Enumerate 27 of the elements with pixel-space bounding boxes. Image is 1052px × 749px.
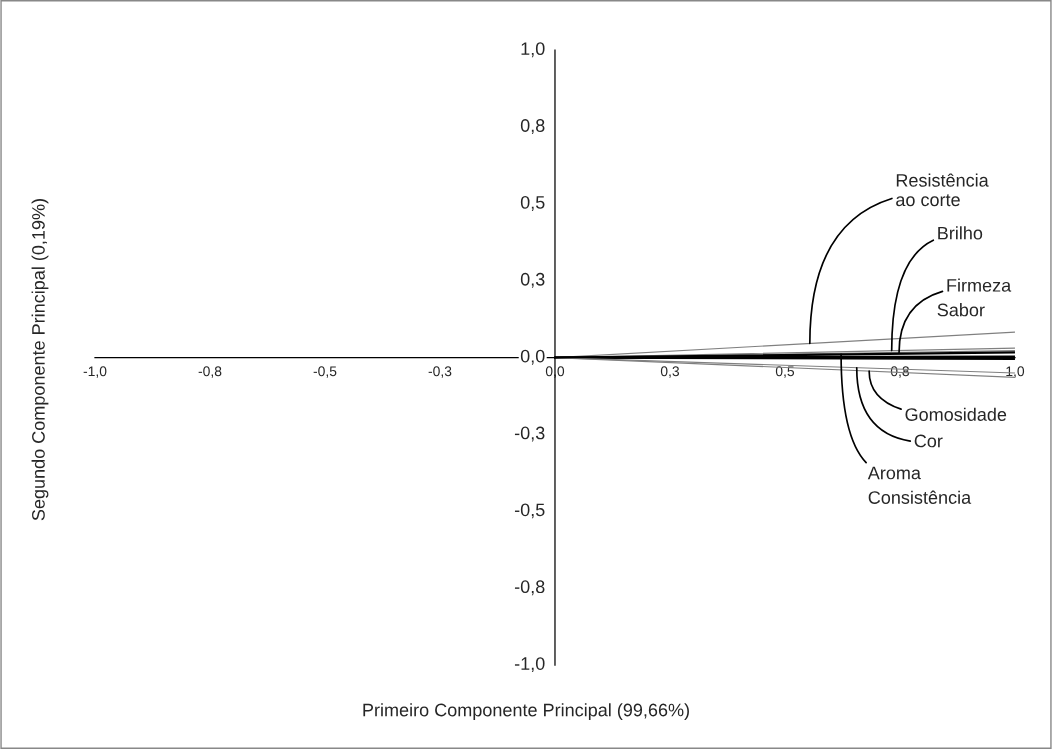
x-tick-label: -0,5 — [313, 366, 337, 378]
annotation: Consistência — [868, 490, 972, 504]
annotation: Firmeza — [947, 278, 1012, 292]
annotation: Gomosidade — [905, 407, 1007, 421]
x-tick-label: 0,8 — [890, 366, 910, 378]
x-tick-label: 0,3 — [660, 366, 680, 378]
y-tick-label: -0,5 — [514, 503, 545, 519]
annotation: Cor — [914, 434, 943, 448]
x-tick-label: 0,5 — [775, 366, 795, 378]
x-tick-label: -0,3 — [428, 366, 452, 378]
y-tick-label: -0,8 — [514, 580, 545, 596]
y-tick-label: 0,3 — [520, 272, 545, 288]
x-tick-label: 1,0 — [1006, 366, 1025, 378]
y-tick-label: -1,0 — [514, 657, 545, 673]
annotation: Brilho — [938, 226, 983, 240]
annotation: Sabor — [937, 303, 985, 317]
y-tick-label: -0,3 — [514, 426, 545, 442]
y-tick-label: 0,0 — [520, 349, 545, 365]
annotation: Resistência ao corte — [896, 173, 989, 207]
x-tick-label: -1,0 — [83, 366, 107, 378]
y-tick-label: 0,5 — [520, 195, 545, 211]
y-tick-label: 1,0 — [521, 42, 545, 58]
y-tick-label: 0,8 — [520, 119, 545, 135]
x-tick-label: -0,8 — [198, 366, 222, 378]
annotation: Aroma — [867, 466, 921, 480]
y-axis-title: Segundo Componente Principal (0,19%) — [31, 199, 49, 521]
x-axis-title: Primeiro Componente Principal (99,66%) — [363, 703, 689, 720]
